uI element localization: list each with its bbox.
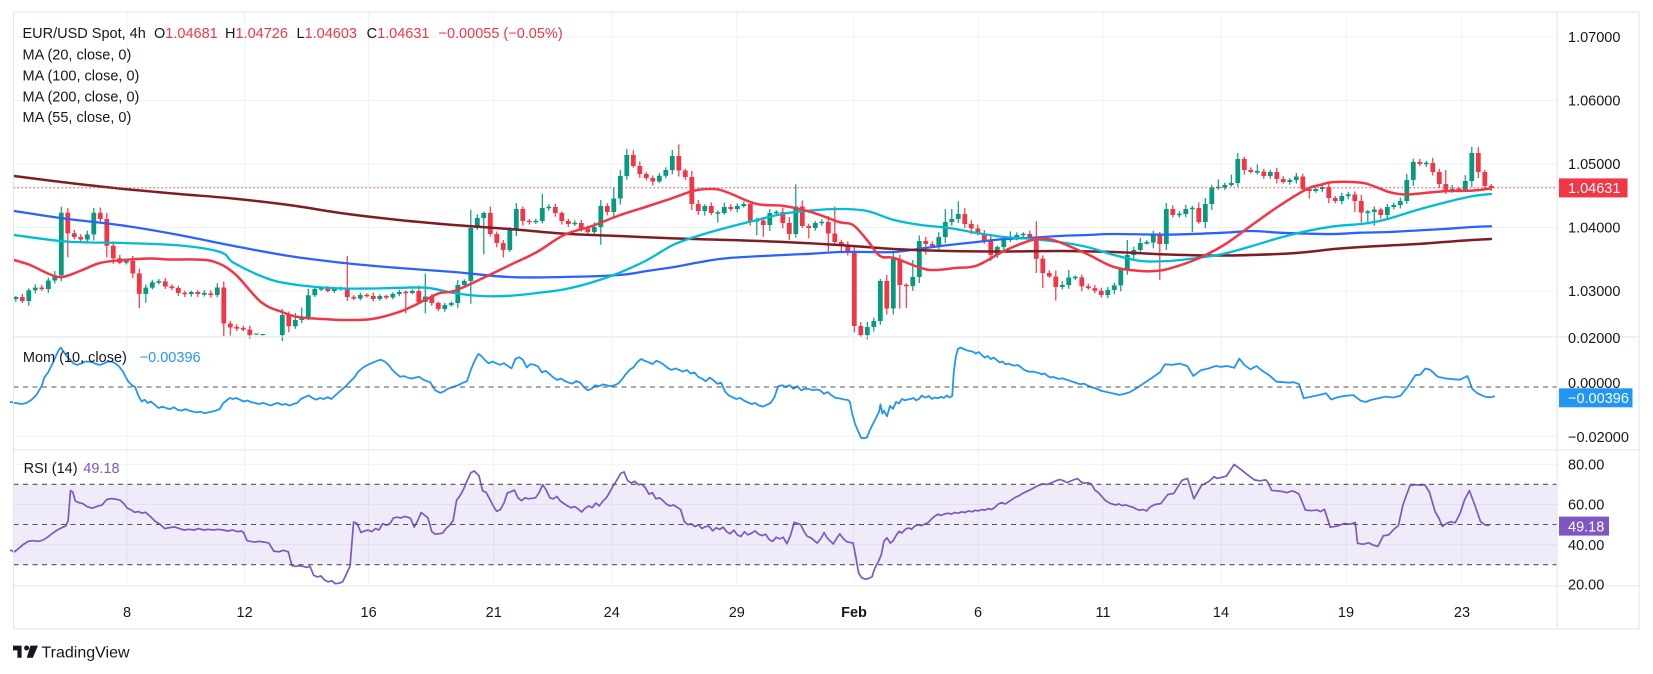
- svg-text:29: 29: [729, 605, 745, 621]
- svg-text:1.06000: 1.06000: [1568, 94, 1620, 110]
- svg-text:C1.04631: C1.04631: [367, 26, 430, 42]
- svg-text:8: 8: [123, 605, 131, 621]
- svg-text:19: 19: [1338, 605, 1354, 621]
- svg-text:EUR/USD Spot, 4h: EUR/USD Spot, 4h: [23, 26, 146, 42]
- svg-text:−0.02000: −0.02000: [1568, 430, 1629, 446]
- svg-text:Feb: Feb: [841, 605, 867, 621]
- svg-text:40.00: 40.00: [1568, 538, 1604, 554]
- svg-text:MA (200, close, 0): MA (200, close, 0): [23, 90, 140, 106]
- svg-text:6: 6: [974, 605, 982, 621]
- svg-text:12: 12: [237, 605, 253, 621]
- svg-text:49.18: 49.18: [83, 461, 119, 477]
- svg-text:1.03000: 1.03000: [1568, 284, 1620, 300]
- svg-text:60.00: 60.00: [1568, 498, 1604, 514]
- svg-text:1.07000: 1.07000: [1568, 30, 1620, 46]
- svg-text:L1.04603: L1.04603: [297, 26, 358, 42]
- svg-text:RSI (14): RSI (14): [24, 461, 78, 477]
- svg-text:H1.04726: H1.04726: [225, 26, 288, 42]
- svg-text:20.00: 20.00: [1568, 578, 1604, 594]
- svg-text:14: 14: [1213, 605, 1229, 621]
- svg-text:TradingView: TradingView: [42, 644, 130, 661]
- svg-text:1.04000: 1.04000: [1568, 221, 1620, 237]
- svg-text:11: 11: [1095, 605, 1110, 621]
- svg-text:0.02000: 0.02000: [1568, 331, 1620, 347]
- svg-text:1.05000: 1.05000: [1568, 157, 1620, 173]
- svg-text:0.00000: 0.00000: [1568, 376, 1620, 392]
- svg-text:21: 21: [486, 605, 502, 621]
- svg-text:23: 23: [1454, 605, 1470, 621]
- svg-text:Mom (10, close): Mom (10, close): [23, 350, 127, 366]
- svg-text:−0.00396: −0.00396: [1568, 391, 1629, 407]
- svg-text:MA (100, close, 0): MA (100, close, 0): [23, 69, 140, 85]
- svg-text:49.18: 49.18: [1568, 519, 1604, 535]
- svg-text:MA (55, close, 0): MA (55, close, 0): [23, 110, 132, 126]
- svg-text:−0.00055 (−0.05%): −0.00055 (−0.05%): [439, 26, 563, 42]
- svg-text:MA (20, close, 0): MA (20, close, 0): [23, 48, 132, 64]
- svg-text:24: 24: [604, 605, 620, 621]
- svg-text:16: 16: [361, 605, 377, 621]
- svg-text:O1.04681: O1.04681: [154, 26, 218, 42]
- svg-text:1.04631: 1.04631: [1568, 181, 1620, 197]
- svg-text:−0.00396: −0.00396: [140, 350, 201, 366]
- svg-text:80.00: 80.00: [1568, 457, 1604, 473]
